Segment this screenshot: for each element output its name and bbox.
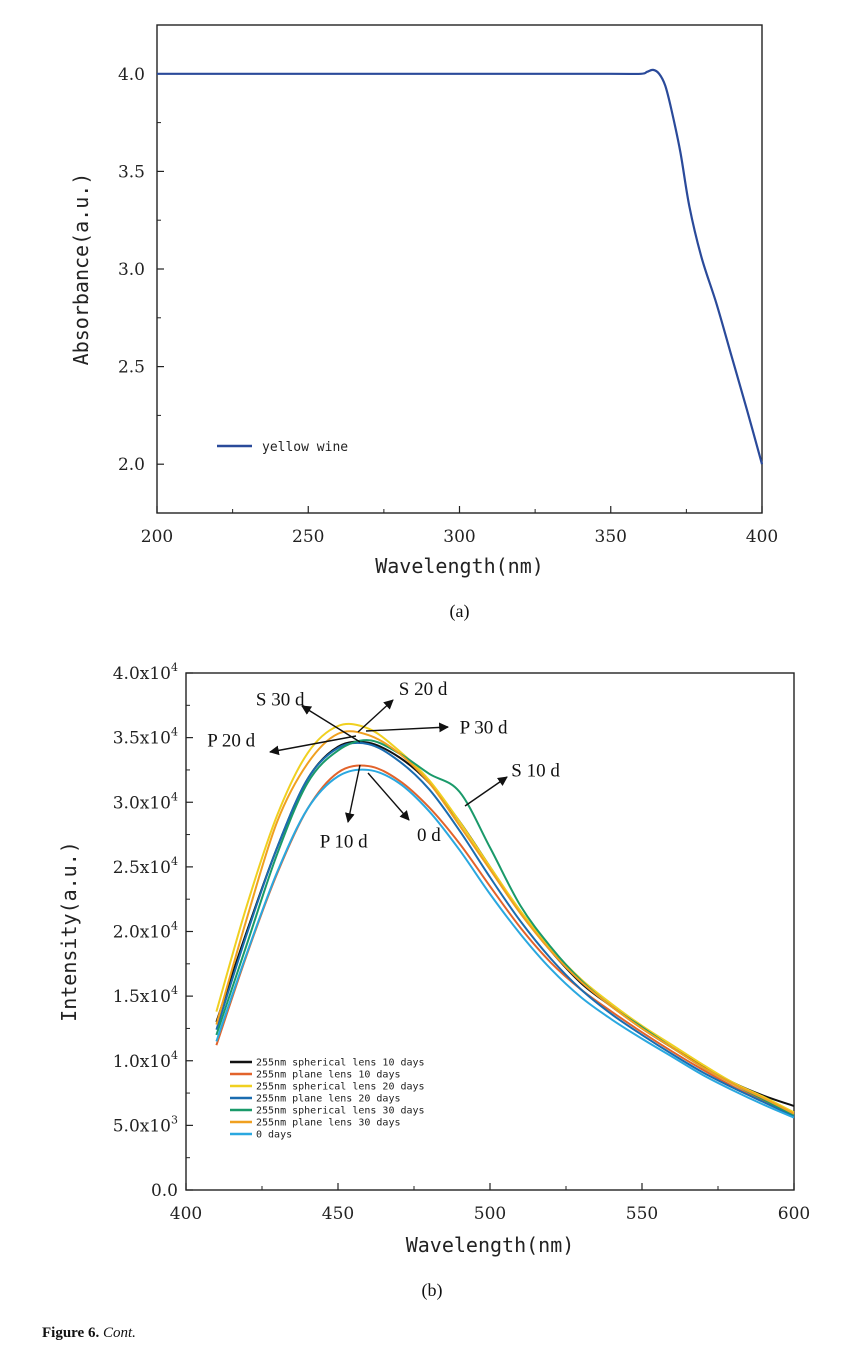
x-tick-label-a: 300 bbox=[443, 527, 475, 547]
y-tick-label-b: 5.0x103 bbox=[113, 1113, 178, 1136]
y-axis-title-b: Intensity(a.u.) bbox=[57, 841, 81, 1022]
annotation-arrow bbox=[367, 772, 410, 821]
annotation-label: 0 d bbox=[417, 825, 441, 846]
legend-label-b: 255nm spherical lens 30 days bbox=[256, 1106, 425, 1117]
legend-label-b: 255nm plane lens 20 days bbox=[256, 1094, 401, 1105]
x-tick-label-a: 350 bbox=[595, 527, 627, 547]
figure-caption: Figure 6. Cont. bbox=[42, 1325, 136, 1342]
y-tick-label-b: 1.5x104 bbox=[113, 984, 178, 1007]
y-tick-label-b: 4.0x104 bbox=[113, 661, 178, 684]
series-line-1 bbox=[215, 740, 795, 1107]
x-tick-label-b: 600 bbox=[778, 1204, 810, 1224]
series-line-6 bbox=[215, 730, 795, 1115]
y-tick-label-b: 2.0x104 bbox=[113, 920, 178, 943]
y-axis-title-a: Absorbance(a.u.) bbox=[69, 173, 93, 366]
y-tick-label-a: 3.5 bbox=[118, 162, 145, 182]
panel-label-b: (b) bbox=[422, 1280, 443, 1301]
series-line-7 bbox=[215, 768, 795, 1119]
x-tick-label-a: 200 bbox=[141, 527, 173, 547]
annotation-arrow bbox=[269, 735, 357, 756]
legend-label-a: yellow wine bbox=[262, 440, 348, 455]
x-tick-label-a: 250 bbox=[292, 527, 324, 547]
y-tick-label-a: 3.0 bbox=[118, 260, 145, 280]
legend-label-b: 0 days bbox=[256, 1130, 292, 1141]
legend-label-b: 255nm plane lens 10 days bbox=[256, 1070, 401, 1081]
y-tick-label-b: 2.5x104 bbox=[113, 855, 178, 878]
annotation-arrow bbox=[464, 776, 508, 807]
y-tick-label-b: 0.0 bbox=[151, 1181, 178, 1201]
legend-label-b: 255nm plane lens 30 days bbox=[256, 1118, 401, 1129]
y-tick-label-b: 3.5x104 bbox=[113, 726, 178, 749]
panel-label-a: (a) bbox=[450, 601, 470, 622]
y-tick-label-a: 4.0 bbox=[118, 65, 145, 85]
annotation-arrow bbox=[365, 722, 449, 733]
y-tick-label-a: 2.0 bbox=[118, 455, 145, 475]
x-axis-title-b: Wavelength(nm) bbox=[406, 1233, 575, 1257]
caption-text: Cont. bbox=[102, 1325, 136, 1341]
y-tick-label-a: 2.5 bbox=[118, 358, 145, 378]
series-line-3 bbox=[215, 722, 795, 1114]
annotation-arrow bbox=[301, 705, 361, 743]
x-tick-label-b: 500 bbox=[474, 1204, 506, 1224]
x-tick-label-b: 400 bbox=[170, 1204, 202, 1224]
x-tick-label-b: 450 bbox=[322, 1204, 354, 1224]
series-line-4 bbox=[215, 741, 795, 1118]
y-tick-label-b: 1.0x104 bbox=[113, 1049, 178, 1072]
x-axis-title-a: Wavelength(nm) bbox=[375, 554, 544, 578]
annotation-label: S 20 d bbox=[399, 679, 448, 700]
chart-b: 400 450 500 550 600 0.0 5.0x103 1.0x104 1.5x104 2… bbox=[57, 661, 810, 1301]
annotation-arrow bbox=[357, 699, 394, 733]
annotation-label: S 10 d bbox=[511, 760, 560, 781]
annotation-label: S 30 d bbox=[256, 689, 305, 710]
annotation-label: P 30 d bbox=[460, 718, 508, 739]
x-tick-label-b: 550 bbox=[626, 1204, 658, 1224]
legend-label-b: 255nm spherical lens 10 days bbox=[256, 1058, 425, 1069]
annotation-label: P 20 d bbox=[207, 731, 255, 752]
legend-label-b: 255nm spherical lens 20 days bbox=[256, 1082, 425, 1093]
x-tick-label-a: 400 bbox=[746, 527, 778, 547]
annotation-arrow bbox=[345, 764, 361, 823]
series-line-yellow-wine bbox=[157, 68, 764, 465]
chart-a: 200 250 300 350 400 2.0 2.5 3.0 3.5 4.0 Wavelength… bbox=[69, 24, 778, 622]
y-tick-label-b: 3.0x104 bbox=[113, 790, 178, 813]
caption-label: Figure 6. bbox=[42, 1325, 100, 1341]
annotation-label: P 10 d bbox=[320, 831, 368, 852]
